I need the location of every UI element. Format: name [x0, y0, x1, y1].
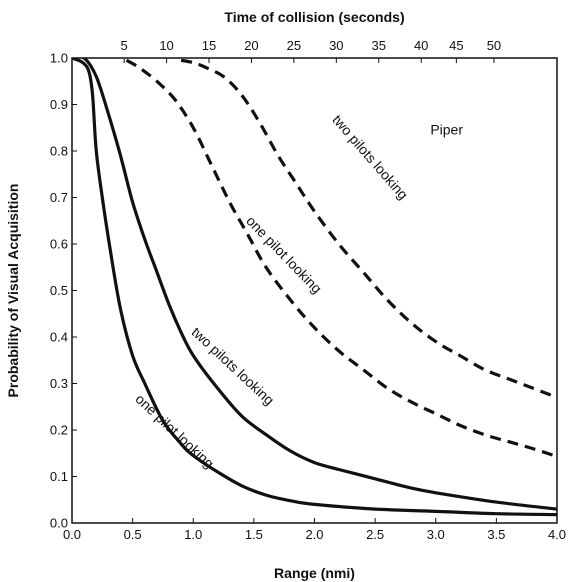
x-tick-label: 2.0	[305, 527, 323, 542]
y-tick-label: 0.8	[50, 144, 68, 159]
series-line-dashed-one-pilot-looking	[125, 58, 557, 459]
series-annotation: Piper	[430, 122, 463, 138]
y-tick-label: 0.2	[50, 423, 68, 438]
x-tick-label: 2.5	[366, 527, 384, 542]
y-tick-label: 0.0	[50, 516, 68, 531]
series-annotation: one pilot looking	[243, 213, 325, 297]
y-tick-label: 1.0	[50, 51, 68, 66]
top-tick-label: 30	[329, 38, 343, 53]
top-tick-label: 10	[159, 38, 173, 53]
top-tick-label: 45	[449, 38, 463, 53]
x-tick-label: 0.5	[124, 527, 142, 542]
x-tick-label: 1.5	[245, 527, 263, 542]
series-line-solid-two-pilots-looking	[72, 58, 557, 511]
x-tick-label: 3.5	[487, 527, 505, 542]
top-axis-label: Time of collision (seconds)	[224, 9, 404, 25]
top-tick-label: 40	[414, 38, 428, 53]
y-tick-label: 0.9	[50, 97, 68, 112]
top-tick-label: 15	[202, 38, 216, 53]
series-line-dashed-two-pilots-looking	[180, 58, 557, 399]
x-tick-label: 1.0	[184, 527, 202, 542]
series-annotation: one pilot looking	[132, 391, 217, 472]
x-axis-label: Range (nmi)	[274, 565, 355, 581]
y-axis-label: Probability of Visual Acquisition	[5, 184, 21, 398]
top-tick-label: 5	[121, 38, 128, 53]
y-tick-label: 0.3	[50, 376, 68, 391]
top-tick-label: 25	[287, 38, 301, 53]
x-tick-label: 0.0	[63, 527, 81, 542]
x-tick-label: 3.0	[427, 527, 445, 542]
y-tick-label: 0.1	[50, 469, 68, 484]
y-tick-label: 0.7	[50, 190, 68, 205]
series-annotation: two pilots looking	[329, 112, 411, 203]
y-tick-label: 0.5	[50, 283, 68, 298]
top-tick-label: 20	[244, 38, 258, 53]
y-tick-label: 0.6	[50, 237, 68, 252]
top-tick-label: 35	[372, 38, 386, 53]
x-tick-label: 4.0	[548, 527, 566, 542]
top-tick-label: 50	[487, 38, 501, 53]
series-line-solid-one-pilot-looking	[72, 58, 557, 517]
y-tick-label: 0.4	[50, 330, 68, 345]
